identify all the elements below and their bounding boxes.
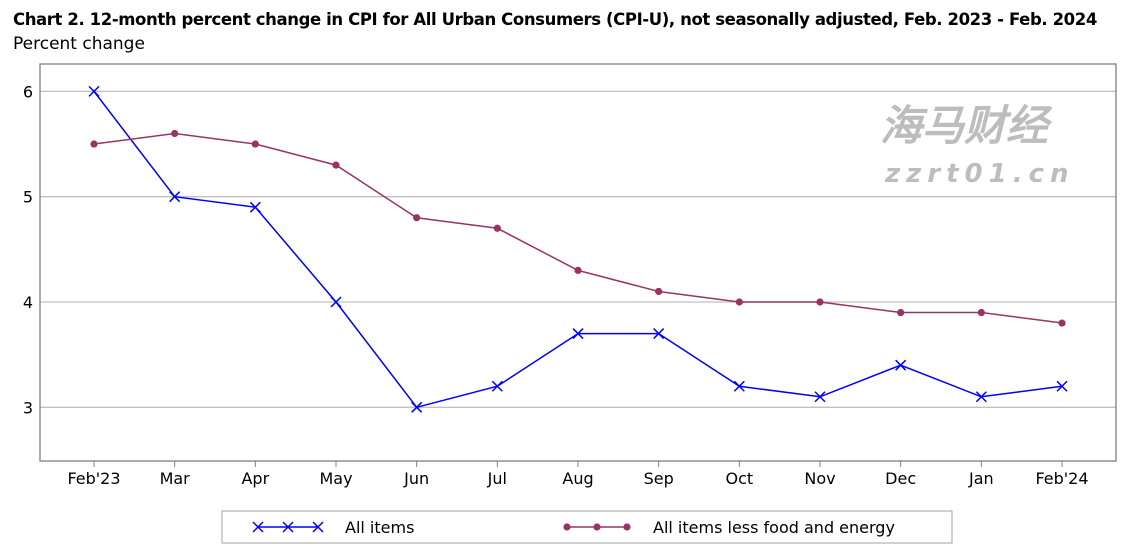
legend-marker-0 xyxy=(252,521,264,533)
chart-title: Chart 2. 12-month percent change in CPI … xyxy=(13,10,1097,29)
legend-marker-1 xyxy=(623,523,631,531)
x-tick-label: Nov xyxy=(804,469,835,488)
y-tick-label: 5 xyxy=(23,188,33,207)
data-point-0-7 xyxy=(653,328,665,340)
data-point-0-6 xyxy=(572,328,584,340)
data-point-1-5 xyxy=(493,224,501,232)
data-point-1-4 xyxy=(413,214,421,222)
data-point-1-9 xyxy=(816,298,824,306)
y-tick-label: 6 xyxy=(23,82,33,101)
x-tick-label: Mar xyxy=(160,469,191,488)
legend-label-0: All items xyxy=(345,518,414,537)
legend-marker-1 xyxy=(593,523,601,531)
data-point-1-8 xyxy=(735,298,743,306)
x-tick-label: Feb'23 xyxy=(67,469,120,488)
legend-marker-1 xyxy=(563,523,571,531)
data-point-0-3 xyxy=(330,296,342,308)
x-tick-label: Sep xyxy=(644,469,674,488)
x-tick-label: Jul xyxy=(487,469,507,488)
x-tick-label: Dec xyxy=(885,469,916,488)
legend-marker-0 xyxy=(312,521,324,533)
data-point-0-4 xyxy=(411,401,423,413)
y-tick-label: 4 xyxy=(23,293,33,312)
data-point-0-2 xyxy=(249,201,261,213)
data-point-0-8 xyxy=(733,380,745,392)
data-point-1-7 xyxy=(655,287,663,296)
data-point-1-3 xyxy=(332,161,340,169)
data-point-1-0 xyxy=(90,140,98,148)
legend-marker-0 xyxy=(282,521,294,533)
y-axis-label: Percent change xyxy=(13,34,145,54)
data-point-0-5 xyxy=(491,380,503,392)
watermark-url: zzrt01.cn xyxy=(884,159,1075,189)
data-point-0-12 xyxy=(1056,380,1068,392)
x-tick-label: Jan xyxy=(968,469,994,488)
x-tick-label: Aug xyxy=(562,469,593,488)
data-point-1-2 xyxy=(251,140,259,148)
x-tick-label: Feb'24 xyxy=(1035,469,1088,488)
data-point-0-11 xyxy=(975,391,987,403)
watermark-logo: 海马财经 xyxy=(880,101,1053,150)
x-tick-label: Jun xyxy=(403,469,429,488)
data-point-1-10 xyxy=(897,308,905,317)
data-point-0-10 xyxy=(895,359,907,371)
legend-label-1: All items less food and energy xyxy=(653,518,895,537)
data-point-1-12 xyxy=(1058,319,1066,327)
x-tick-label: May xyxy=(319,469,352,488)
x-tick-label: Apr xyxy=(241,469,269,488)
data-point-1-1 xyxy=(171,129,179,138)
y-tick-label: 3 xyxy=(23,398,33,417)
data-point-1-11 xyxy=(977,308,985,317)
data-point-0-9 xyxy=(814,391,826,403)
data-point-0-1 xyxy=(169,191,181,203)
data-point-0-0 xyxy=(88,85,100,97)
x-tick-label: Oct xyxy=(725,469,753,488)
data-point-1-6 xyxy=(574,266,582,274)
